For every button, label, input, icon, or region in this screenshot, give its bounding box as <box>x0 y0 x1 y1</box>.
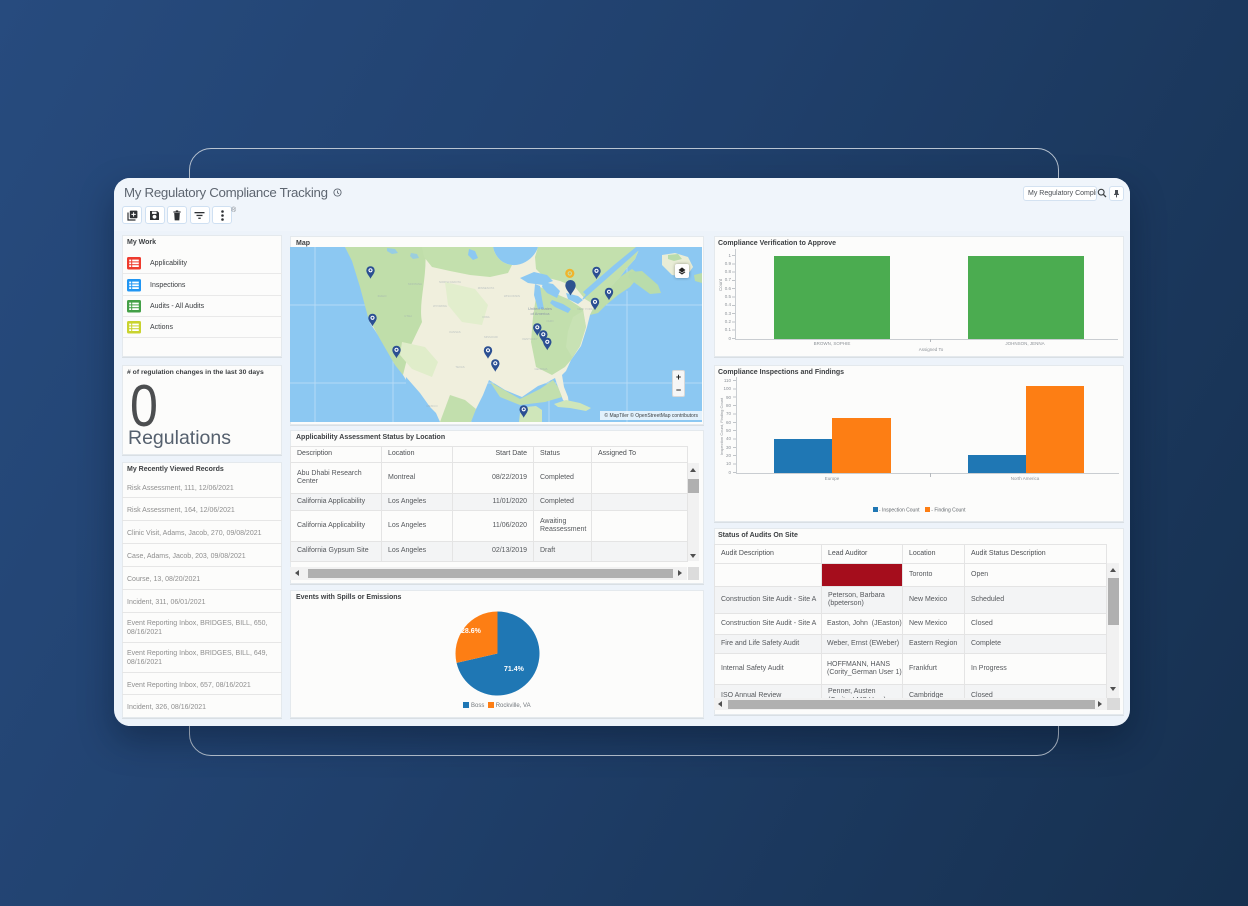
svg-text:MONTANA: MONTANA <box>408 282 422 286</box>
svg-text:WYOMING: WYOMING <box>433 304 447 308</box>
svg-text:KENTUCKY: KENTUCKY <box>522 337 537 341</box>
svg-text:IDAHO: IDAHO <box>378 294 388 298</box>
svg-text:United States: United States <box>528 306 552 311</box>
svg-text:TEXAS: TEXAS <box>455 365 464 369</box>
svg-text:UTAH: UTAH <box>404 314 411 318</box>
svg-text:GEORGIA: GEORGIA <box>534 367 547 371</box>
svg-text:IOWA: IOWA <box>482 315 489 319</box>
svg-text:MINNESOTA: MINNESOTA <box>478 286 495 290</box>
svg-text:KANSAS: KANSAS <box>449 330 460 334</box>
svg-text:OHIO: OHIO <box>546 319 554 323</box>
svg-text:NEW YORK: NEW YORK <box>577 307 592 311</box>
svg-text:WISCONSIN: WISCONSIN <box>504 294 520 298</box>
svg-text:of America: of America <box>531 311 551 316</box>
svg-text:NORTH DAKOTA: NORTH DAKOTA <box>439 280 461 284</box>
svg-text:MEXICO: MEXICO <box>426 404 438 408</box>
svg-text:MISSOURI: MISSOURI <box>484 335 498 339</box>
